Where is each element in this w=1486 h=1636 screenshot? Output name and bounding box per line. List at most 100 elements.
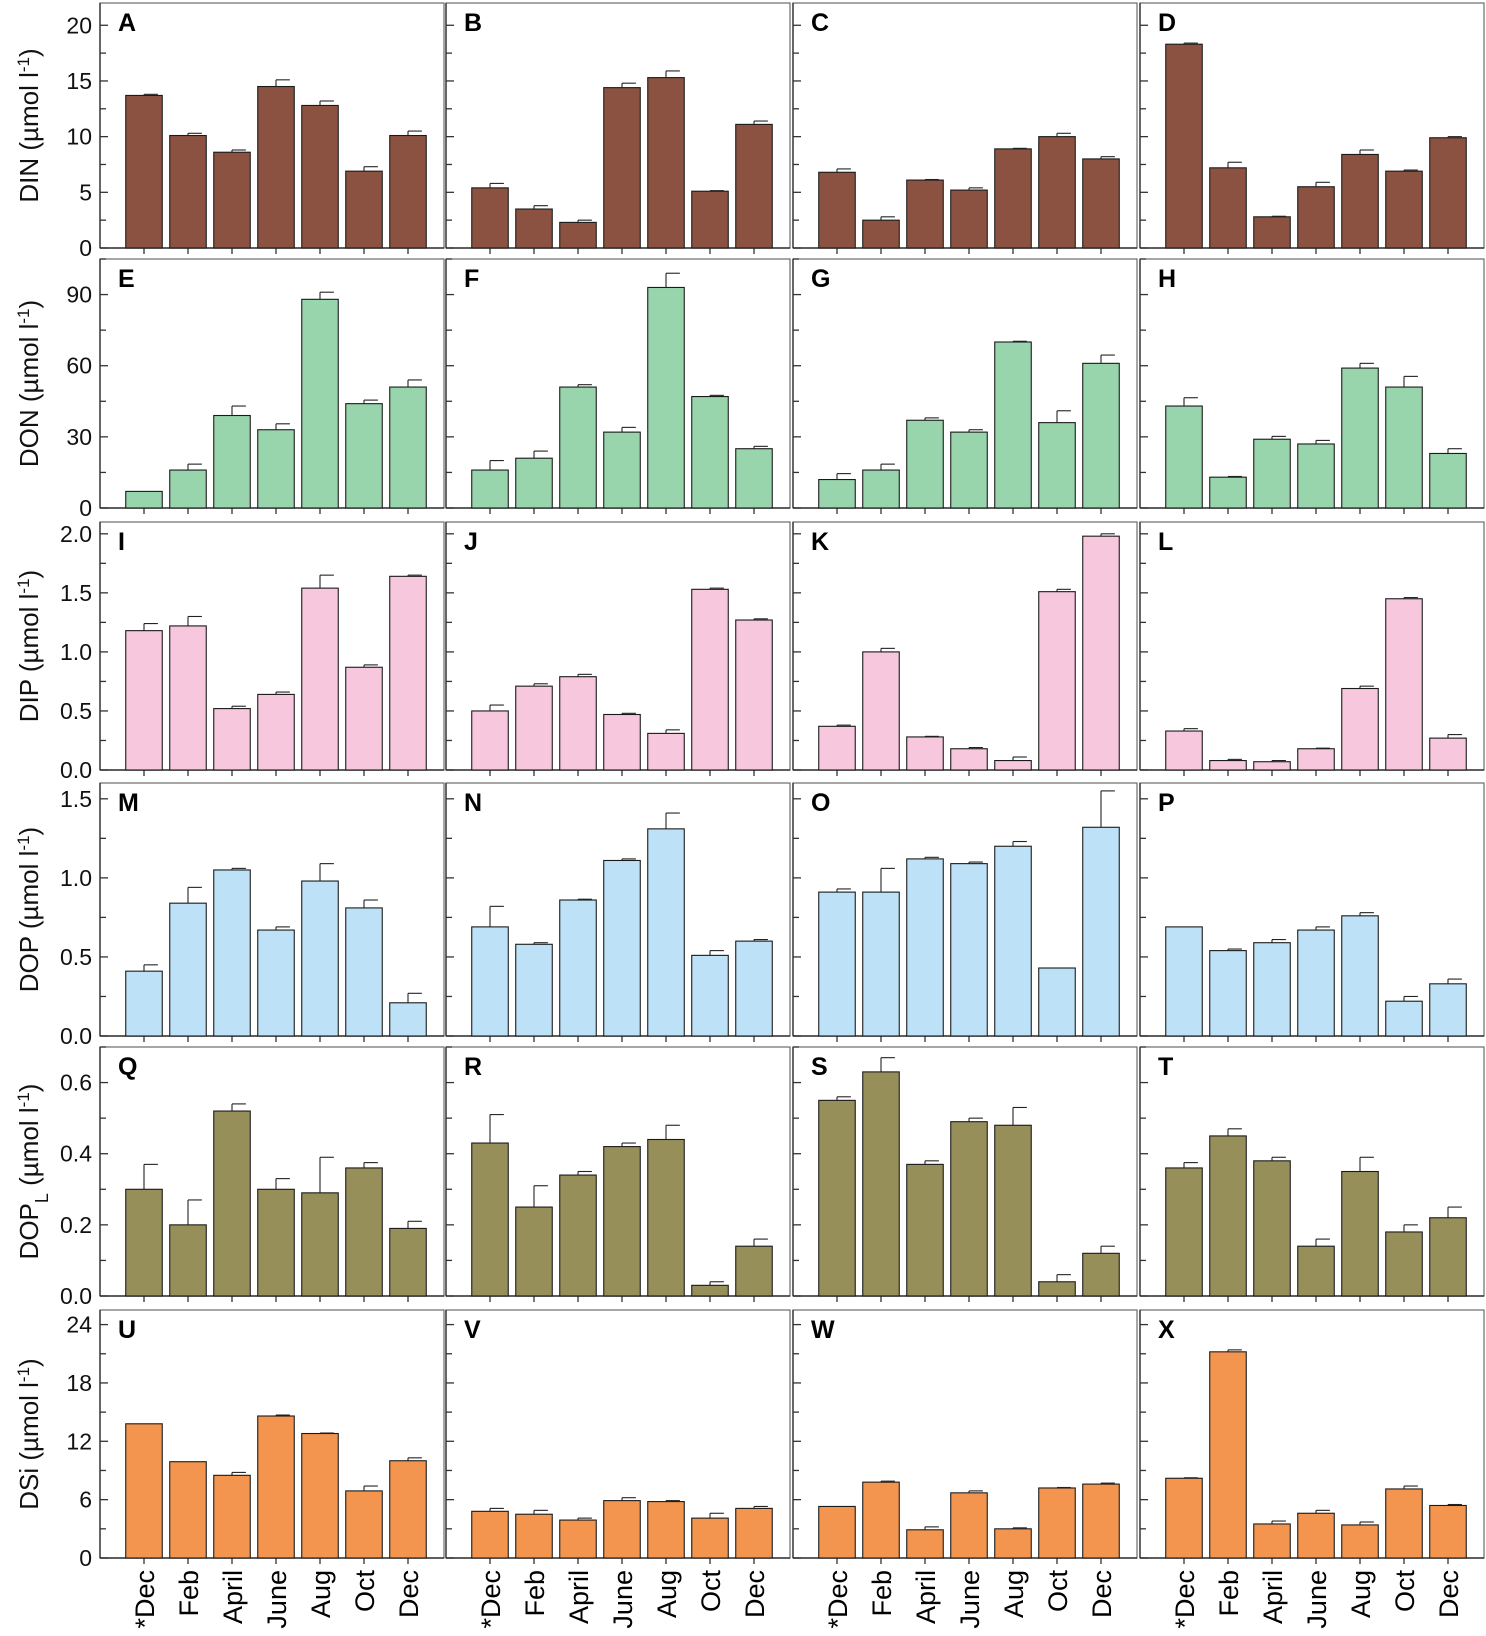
bar-aug bbox=[301, 298, 339, 509]
panel-letter: E bbox=[118, 265, 135, 293]
bar-april bbox=[1253, 438, 1291, 509]
bar-oct bbox=[345, 403, 383, 509]
x-category-label: Feb bbox=[867, 1570, 897, 1617]
panel-letter: W bbox=[811, 1316, 835, 1344]
bar-oct bbox=[1385, 598, 1423, 771]
bar-june bbox=[1297, 443, 1335, 509]
y-axis-label-din: DIN (µmol l-1) bbox=[14, 48, 45, 202]
x-category-label: June bbox=[955, 1570, 985, 1629]
bar-dec bbox=[735, 448, 773, 509]
bar-aug bbox=[994, 148, 1032, 249]
panel-letter: V bbox=[464, 1316, 481, 1344]
bar-aug bbox=[647, 1501, 685, 1559]
bar-june bbox=[603, 1500, 641, 1559]
bar-june bbox=[603, 431, 641, 509]
y-label-superscript: -1 bbox=[14, 309, 33, 324]
bar-oct bbox=[345, 907, 383, 1037]
panel-letter: L bbox=[1158, 528, 1173, 556]
panel-v: V *Dec Feb April June Aug Oct Dec bbox=[445, 1309, 791, 1629]
bar-oct bbox=[1385, 1231, 1423, 1297]
bar-feb bbox=[515, 1206, 553, 1297]
x-category-label: Aug bbox=[306, 1570, 336, 1618]
bar-star-dec bbox=[471, 926, 509, 1037]
bar-aug bbox=[1341, 1170, 1379, 1297]
bar-star-dec bbox=[818, 1505, 856, 1559]
panel-letter: B bbox=[464, 9, 482, 37]
x-category-label: Oct bbox=[1390, 1570, 1420, 1613]
y-tick-label: 0 bbox=[79, 235, 92, 261]
bar-april bbox=[1253, 1160, 1291, 1297]
bar-april bbox=[906, 419, 944, 509]
bar-dec bbox=[389, 575, 427, 771]
bar-feb bbox=[1209, 167, 1247, 249]
panel-letter: H bbox=[1158, 265, 1176, 293]
bar-feb bbox=[1209, 1351, 1247, 1559]
y-tick-label: 10 bbox=[66, 124, 92, 150]
bar-aug bbox=[1341, 153, 1379, 249]
y-axis-label-dop: DOP (µmol l-1) bbox=[14, 827, 45, 992]
y-tick-label: 5 bbox=[79, 179, 92, 205]
y-label-superscript: -1 bbox=[14, 57, 33, 72]
panel-d: D bbox=[1139, 2, 1485, 254]
bar-dec bbox=[1429, 737, 1467, 771]
bar-april bbox=[213, 708, 251, 771]
x-category-label: Aug bbox=[652, 1570, 682, 1618]
bar-oct bbox=[691, 1517, 729, 1559]
bar-aug bbox=[994, 1124, 1032, 1297]
bar-june bbox=[257, 929, 295, 1037]
x-category-label: Feb bbox=[1214, 1570, 1244, 1617]
bar-dec bbox=[1429, 983, 1467, 1037]
bar-june bbox=[1297, 186, 1335, 249]
y-tick-label: 1.0 bbox=[60, 639, 92, 665]
bar-june bbox=[603, 859, 641, 1037]
bar-april bbox=[906, 858, 944, 1037]
bar-dec bbox=[389, 386, 427, 509]
y-tick-label: 1.0 bbox=[60, 865, 92, 891]
bar-april bbox=[559, 221, 597, 249]
bar-dec bbox=[1082, 1252, 1120, 1297]
bar-june bbox=[950, 1492, 988, 1559]
x-category-label: Dec bbox=[394, 1570, 424, 1618]
y-tick-label: 20 bbox=[66, 12, 92, 38]
bar-aug bbox=[994, 1528, 1032, 1559]
y-label-close: ) bbox=[14, 300, 44, 309]
bar-feb bbox=[862, 651, 900, 771]
bar-april bbox=[213, 869, 251, 1037]
bar-star-dec bbox=[125, 1423, 163, 1559]
panel-letter: X bbox=[1158, 1316, 1175, 1344]
bar-feb bbox=[1209, 950, 1247, 1037]
bar-dec bbox=[1082, 158, 1120, 249]
bar-june bbox=[950, 863, 988, 1037]
bar-star-dec bbox=[1165, 926, 1203, 1037]
bar-oct bbox=[1385, 170, 1423, 249]
bar-aug bbox=[1341, 915, 1379, 1037]
bar-feb bbox=[169, 1224, 207, 1297]
x-category-label: Dec bbox=[740, 1570, 770, 1618]
y-tick-label: 0 bbox=[79, 495, 92, 521]
y-label-close: ) bbox=[14, 827, 44, 836]
y-tick-label: 0.4 bbox=[60, 1141, 92, 1167]
bar-star-dec bbox=[1165, 1477, 1203, 1559]
bar-aug bbox=[301, 587, 339, 771]
bar-june bbox=[603, 713, 641, 771]
panel-letter: T bbox=[1158, 1053, 1173, 1081]
x-category-label: Oct bbox=[696, 1570, 726, 1613]
bar-april bbox=[906, 736, 944, 771]
y-label-superscript: -1 bbox=[14, 1367, 33, 1382]
panel-h: H bbox=[1139, 258, 1485, 514]
bar-april bbox=[213, 414, 251, 509]
bar-star-dec bbox=[125, 970, 163, 1037]
bar-feb bbox=[169, 625, 207, 771]
y-label-superscript: -1 bbox=[14, 578, 33, 593]
bar-feb bbox=[862, 1071, 900, 1297]
y-label-main: DIP (µmol l bbox=[14, 594, 44, 723]
y-tick-label: 0 bbox=[79, 1545, 92, 1571]
y-axis-label-dsi: DSi (µmol l-1) bbox=[14, 1358, 45, 1509]
y-axis-label-don: DON (µmol l-1) bbox=[14, 300, 45, 467]
bar-dec bbox=[1082, 362, 1120, 509]
bar-april bbox=[1253, 942, 1291, 1037]
bar-june bbox=[950, 748, 988, 771]
panel-m: M bbox=[99, 782, 445, 1042]
bar-feb bbox=[515, 457, 553, 509]
y-tick-label: 30 bbox=[66, 424, 92, 450]
